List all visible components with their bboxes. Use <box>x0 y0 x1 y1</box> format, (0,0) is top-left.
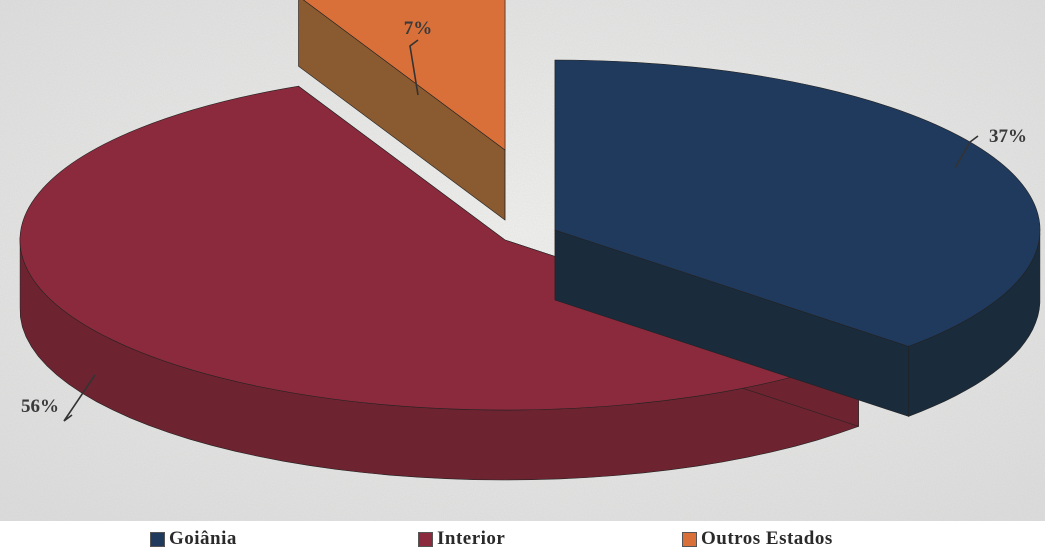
data-label-goiania: 37% <box>989 126 1027 147</box>
legend-label-goiania: Goiânia <box>169 528 237 549</box>
leader-line-outros-estados <box>409 39 419 96</box>
legend: Goiânia Interior Outros Estados <box>0 521 1045 551</box>
pie-slice-top-goiania <box>554 59 1041 347</box>
data-label-outros-estados: 7% <box>404 18 433 39</box>
legend-label-outros-estados: Outros Estados <box>701 528 833 549</box>
legend-swatch-goiania <box>150 531 165 547</box>
legend-swatch-interior <box>418 531 433 547</box>
leader-line-goiania <box>954 135 979 169</box>
legend-item-goiania: Goiânia <box>150 528 237 550</box>
leader-line-interior <box>63 374 96 422</box>
legend-label-interior: Interior <box>437 528 506 549</box>
pie-slice-outros-estados <box>298 0 506 221</box>
legend-item-interior: Interior <box>418 528 505 550</box>
legend-swatch-outros-estados <box>682 531 697 547</box>
data-label-interior: 56% <box>21 396 59 417</box>
pie-slice-goiania <box>554 59 1041 417</box>
pie-chart-plot: 37% 56% 7% <box>0 0 1045 521</box>
pie-slice-top-outros-estados <box>303 0 506 151</box>
legend-item-outros-estados: Outros Estados <box>682 528 833 550</box>
